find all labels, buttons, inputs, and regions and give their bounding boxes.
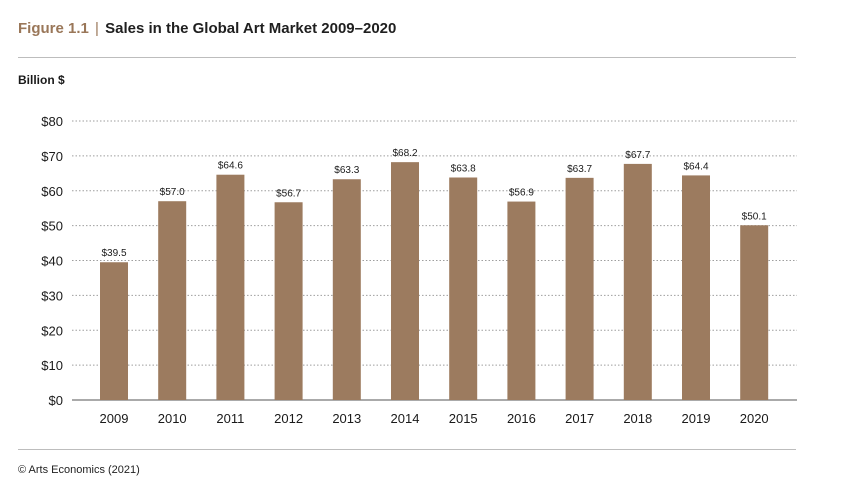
bar xyxy=(332,179,361,400)
x-tick-label: 2010 xyxy=(158,411,187,426)
bar xyxy=(740,225,769,400)
y-tick-label: $80 xyxy=(41,114,63,129)
x-tick-label: 2014 xyxy=(391,411,420,426)
data-label: $63.8 xyxy=(451,163,476,174)
bar xyxy=(507,201,536,400)
y-tick-label: $30 xyxy=(41,288,63,303)
y-tick-label: $40 xyxy=(41,254,63,269)
x-tick-label: 2019 xyxy=(682,411,711,426)
bar xyxy=(391,162,419,400)
x-tick-label: 2012 xyxy=(274,411,303,426)
y-tick-label: $0 xyxy=(49,393,63,408)
data-label: $63.3 xyxy=(334,165,359,176)
bar xyxy=(682,175,710,400)
data-label: $68.2 xyxy=(392,148,417,159)
data-label: $63.7 xyxy=(567,164,592,175)
x-tick-label: 2016 xyxy=(507,411,536,426)
x-tick-label: 2009 xyxy=(100,411,129,426)
title-separator: | xyxy=(95,20,99,37)
bar xyxy=(623,163,652,400)
bar xyxy=(100,262,128,400)
chart-title: Sales in the Global Art Market 2009–2020 xyxy=(105,20,397,37)
x-tick-label: 2011 xyxy=(216,411,244,426)
data-label: $50.1 xyxy=(742,211,767,222)
top-divider xyxy=(18,57,796,58)
figure-number: Figure 1.1 xyxy=(18,20,89,37)
bar xyxy=(565,177,594,400)
y-tick-label: $50 xyxy=(41,219,63,234)
data-label: $56.9 xyxy=(509,188,534,199)
bar xyxy=(449,177,478,400)
y-tick-label: $20 xyxy=(41,323,63,338)
source-credit: © Arts Economics (2021) xyxy=(18,464,140,476)
x-tick-label: 2020 xyxy=(740,411,769,426)
x-tick-label: 2018 xyxy=(623,411,652,426)
y-tick-label: $10 xyxy=(41,358,63,373)
data-label: $64.4 xyxy=(683,161,708,172)
bar xyxy=(216,174,245,400)
data-label: $56.7 xyxy=(276,188,301,199)
bottom-divider xyxy=(18,449,796,450)
y-tick-label: $70 xyxy=(41,149,63,164)
y-axis-unit-label: Billion $ xyxy=(18,73,65,87)
bar xyxy=(274,202,303,400)
data-label: $64.6 xyxy=(218,161,243,172)
data-label: $67.7 xyxy=(625,150,650,161)
x-tick-label: 2013 xyxy=(332,411,361,426)
bar xyxy=(158,201,187,400)
x-tick-label: 2015 xyxy=(449,411,478,426)
y-tick-label: $60 xyxy=(41,184,63,199)
data-label: $39.5 xyxy=(101,248,126,259)
data-label: $57.0 xyxy=(160,187,185,198)
x-tick-label: 2017 xyxy=(565,411,594,426)
figure-title-row: Figure 1.1 | Sales in the Global Art Mar… xyxy=(18,20,396,37)
